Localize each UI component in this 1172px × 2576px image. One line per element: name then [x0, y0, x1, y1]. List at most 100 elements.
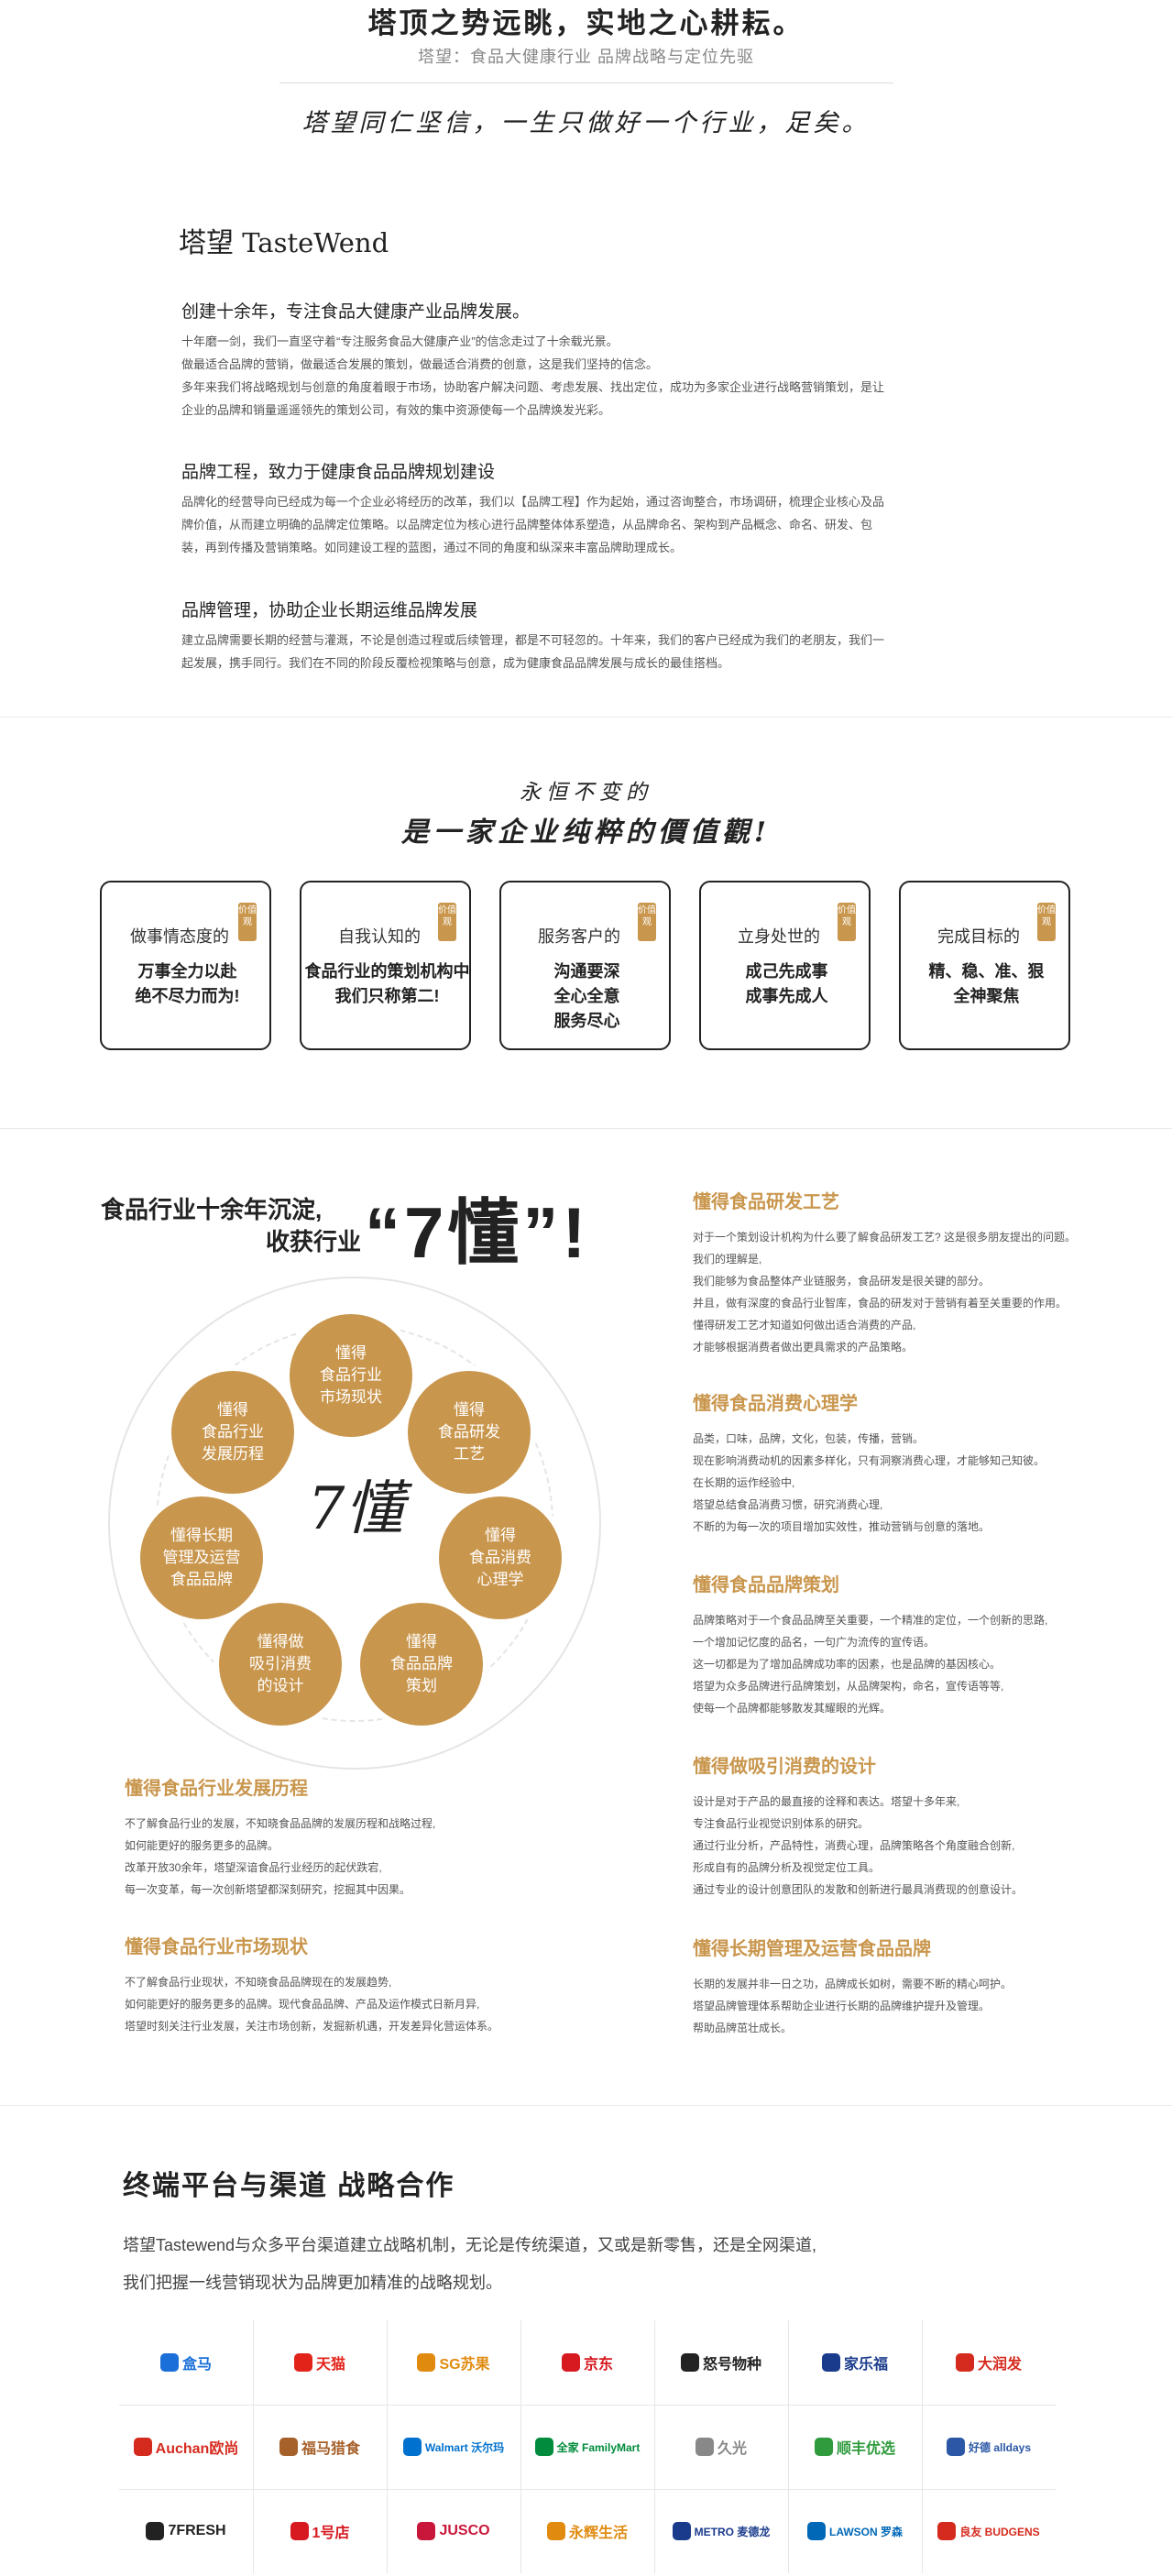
- dong-line: 设计是对于产品的最直接的诠释和表达。塔望十多年来,: [693, 1795, 960, 1808]
- dong-node: 懂得长期 管理及运营 食品品牌: [140, 1496, 263, 1619]
- dong-line: 并且，做有深度的食品行业智库，食品的研发对于营销有着至关重要的作用。: [693, 1297, 1068, 1310]
- intro-title: 品牌管理，协助企业长期运维品牌发展: [181, 601, 478, 620]
- fumark-icon: [279, 2438, 298, 2456]
- value-card: 做事情态度的 价值观 万事全力以赴 绝不尽力而为!: [100, 881, 271, 1050]
- brand-logo-en: TasteWend: [242, 227, 389, 258]
- dong-section: 懂得食品研发工艺 对于一个策划设计机构为什么要了解食品研发工艺? 这是很多朋友提…: [693, 1187, 1096, 1358]
- dong-section: 懂得长期管理及运营食品品牌 长期的发展并非一日之功，品牌成长如树，需要不断的精心…: [693, 1934, 1096, 2039]
- value-card-body: 食品行业的策划机构中 我们只称第二!: [304, 962, 470, 1005]
- grid-line: [119, 2405, 1056, 2406]
- intro-line: 企业的品牌和销量遥遥领先的策划公司，有效的集中资源使每一个品牌焕发光彩。: [181, 403, 611, 417]
- grid-line: [119, 2489, 1056, 2490]
- values-handwriting-2: 是一家企业纯粹的價值觀!: [400, 817, 772, 849]
- intro-line: 做最适合品牌的营销，做最适合发展的策划，做最适合消费的创意，这是我们坚持的信念。: [181, 357, 659, 371]
- hero-motto: 塔望同仁坚信，一生只做好一个行业，足矣。: [301, 109, 871, 137]
- intro-title: 品牌工程，致力于健康食品品牌规划建设: [181, 463, 496, 482]
- dong-line: 每一次变革，每一次创新塔望都深刻研究，挖掘其中因果。: [125, 1883, 411, 1896]
- value-tag: 价值观: [1037, 903, 1056, 941]
- partner-logo: Walmart 沃尔玛: [387, 2405, 520, 2489]
- dong-node: 懂得 食品研发 工艺: [408, 1371, 531, 1494]
- value-card-body: 精、稳、准、狠 全神聚焦: [928, 962, 1045, 1005]
- brand-logo: 塔望 TasteWend: [179, 220, 389, 260]
- grid-line: [922, 2320, 923, 2573]
- walmart-icon: [402, 2438, 422, 2456]
- value-card: 自我认知的 价值观 食品行业的策划机构中 我们只称第二!: [300, 881, 471, 1050]
- jusco-icon: [417, 2522, 436, 2540]
- dong-line: 塔望为众多品牌进行品牌策划，从品牌架构，命名，宣传语等等,: [693, 1680, 1004, 1693]
- seven-heading-line2: 收获行业: [266, 1228, 362, 1255]
- partner-logo: LAWSON 罗森: [788, 2489, 922, 2573]
- superspecies-icon: [680, 2353, 699, 2372]
- partner-logo: SG苏果: [387, 2320, 520, 2405]
- value-card: 完成目标的 价值观 精、稳、准、狠 全神聚焦: [899, 881, 1070, 1050]
- auchan-icon: [133, 2438, 152, 2456]
- dong-node: 懂得 食品行业 市场现状: [290, 1314, 412, 1437]
- dong-section-title: 懂得食品行业市场现状: [125, 1937, 308, 1957]
- partner-logo: METRO 麦德龙: [654, 2489, 788, 2573]
- familymart-icon: [534, 2438, 553, 2456]
- partner-logo: 永辉生活: [520, 2489, 654, 2573]
- partner-logo-text: 好德 alldays: [968, 2440, 1032, 2454]
- intro-block-3: 品牌管理，协助企业长期运维品牌发展 建立品牌需要长期的经营与灌溉，不论是创造过程…: [181, 597, 988, 674]
- dong-line: 我们的理解是,: [693, 1253, 762, 1266]
- dong-line: 懂得研发工艺才知道如何做出适合消费的产品,: [693, 1319, 916, 1332]
- outer-ring: [108, 1277, 601, 1770]
- partner-logo-text: METRO 麦德龙: [694, 2525, 771, 2538]
- dong-line: 塔望品牌管理体系帮助企业进行长期的品牌维护提升及管理。: [693, 2000, 991, 2012]
- dong-line: 不了解食品行业的发展，不知晓食品品牌的发展历程和战略过程,: [125, 1817, 436, 1830]
- jd-icon: [561, 2353, 580, 2372]
- 7fresh-icon: [146, 2522, 165, 2540]
- dong-section: 懂得食品行业发展历程 不了解食品行业的发展，不知晓食品品牌的发展历程和战略过程,…: [125, 1773, 528, 1901]
- grid-line: [654, 2320, 655, 2573]
- partner-logo-text: 盒马: [181, 2357, 212, 2373]
- dong-node: 懂得 食品行业 发展历程: [171, 1371, 294, 1494]
- dong-line: 帮助品牌茁壮成长。: [693, 2022, 793, 2034]
- partner-logo: 良友 BUDGENS: [922, 2489, 1056, 2573]
- tmall-icon: [293, 2353, 312, 2372]
- value-card: 服务客户的 价值观 沟通要深 全心全意 服务尽心: [499, 881, 671, 1050]
- dong-line: 对于一个策划设计机构为什么要了解食品研发工艺? 这是很多朋友提出的问题。: [693, 1231, 1077, 1244]
- partner-logo: 家乐福: [788, 2320, 922, 2405]
- partner-logo-text: 顺丰优选: [836, 2441, 895, 2457]
- values-handwriting-1: 永恒不变的: [520, 781, 652, 805]
- partner-logo: 1号店: [253, 2489, 387, 2573]
- dong-section: 懂得做吸引消费的设计 设计是对于产品的最直接的诠释和表达。塔望十多年来, 专注食…: [693, 1751, 1096, 1901]
- value-tag: 价值观: [438, 903, 456, 941]
- value-card-body: 万事全力以赴 绝不尽力而为!: [135, 962, 240, 1005]
- partner-logo: 顺丰优选: [788, 2405, 922, 2489]
- dong-section-title: 懂得食品消费心理学: [693, 1394, 858, 1414]
- brand-logo-cn: 塔望: [179, 228, 234, 258]
- partner-logo: 好德 alldays: [922, 2405, 1056, 2489]
- suguo-icon: [417, 2353, 436, 2372]
- partner-logo: 天猫: [253, 2320, 387, 2405]
- dong-line: 不了解食品行业现状，不知晓食品品牌现在的发展趋势,: [125, 1976, 392, 1989]
- hero-title: 塔顶之势远眺，实地之心耕耘。: [367, 7, 805, 39]
- partner-logo-text: 永辉生活: [568, 2526, 628, 2541]
- intro-line: 起发展，携手同行。我们在不同的阶段反覆检视策略与创意，成为健康食品品牌发展与成长…: [181, 656, 730, 670]
- dong-line: 这一切都是为了增加品牌成功率的因素，也是品牌的基因核心。: [693, 1658, 1002, 1671]
- dong-section-title: 懂得食品品牌策划: [693, 1575, 839, 1595]
- partners-desc-line: 我们把握一线营销现状为品牌更加精准的战略规划。: [123, 2274, 502, 2292]
- yhd-icon: [290, 2522, 309, 2540]
- liangyou-icon: [937, 2522, 957, 2540]
- yonghui-icon: [546, 2522, 565, 2540]
- dong-line: 塔望总结食品消费习惯，研究消费心理,: [693, 1498, 883, 1511]
- metro-icon: [672, 2522, 691, 2540]
- dong-line: 品牌策略对于一个食品品牌至关重要，一个精准的定位，一个创新的思路,: [693, 1614, 1048, 1627]
- partner-logo-text: 久光: [717, 2441, 747, 2457]
- intro-block-2: 品牌工程，致力于健康食品品牌规划建设 品牌化的经营导向已经成为每一个企业必将经历…: [181, 458, 988, 559]
- dong-line: 在长期的运作经验中,: [693, 1476, 795, 1489]
- dong-line: 形成自有的品牌分析及视觉定位工具。: [693, 1861, 881, 1874]
- dong-node: 懂得 食品品牌 策划: [360, 1603, 483, 1726]
- value-tag: 价值观: [638, 903, 656, 941]
- partner-logo: Auchan欧尚: [119, 2405, 253, 2489]
- partner-logo: 怒号物种: [654, 2320, 788, 2405]
- dong-node: 懂得 食品消费 心理学: [439, 1496, 562, 1619]
- intro-line: 品牌化的经营导向已经成为每一个企业必将经历的改革，我们以【品牌工程】作为起始，通…: [181, 495, 885, 509]
- partner-logo-text: 大润发: [977, 2357, 1022, 2373]
- dong-line: 如何能更好的服务更多的品牌。现代食品品牌、产品及运作模式日新月异,: [125, 1998, 480, 2011]
- dong-node: 懂得做 吸引消费 的设计: [219, 1603, 342, 1726]
- partner-logo-text: LAWSON 罗森: [829, 2525, 903, 2538]
- hero-divider: [279, 82, 893, 83]
- value-card-title: 自我认知的: [338, 927, 421, 946]
